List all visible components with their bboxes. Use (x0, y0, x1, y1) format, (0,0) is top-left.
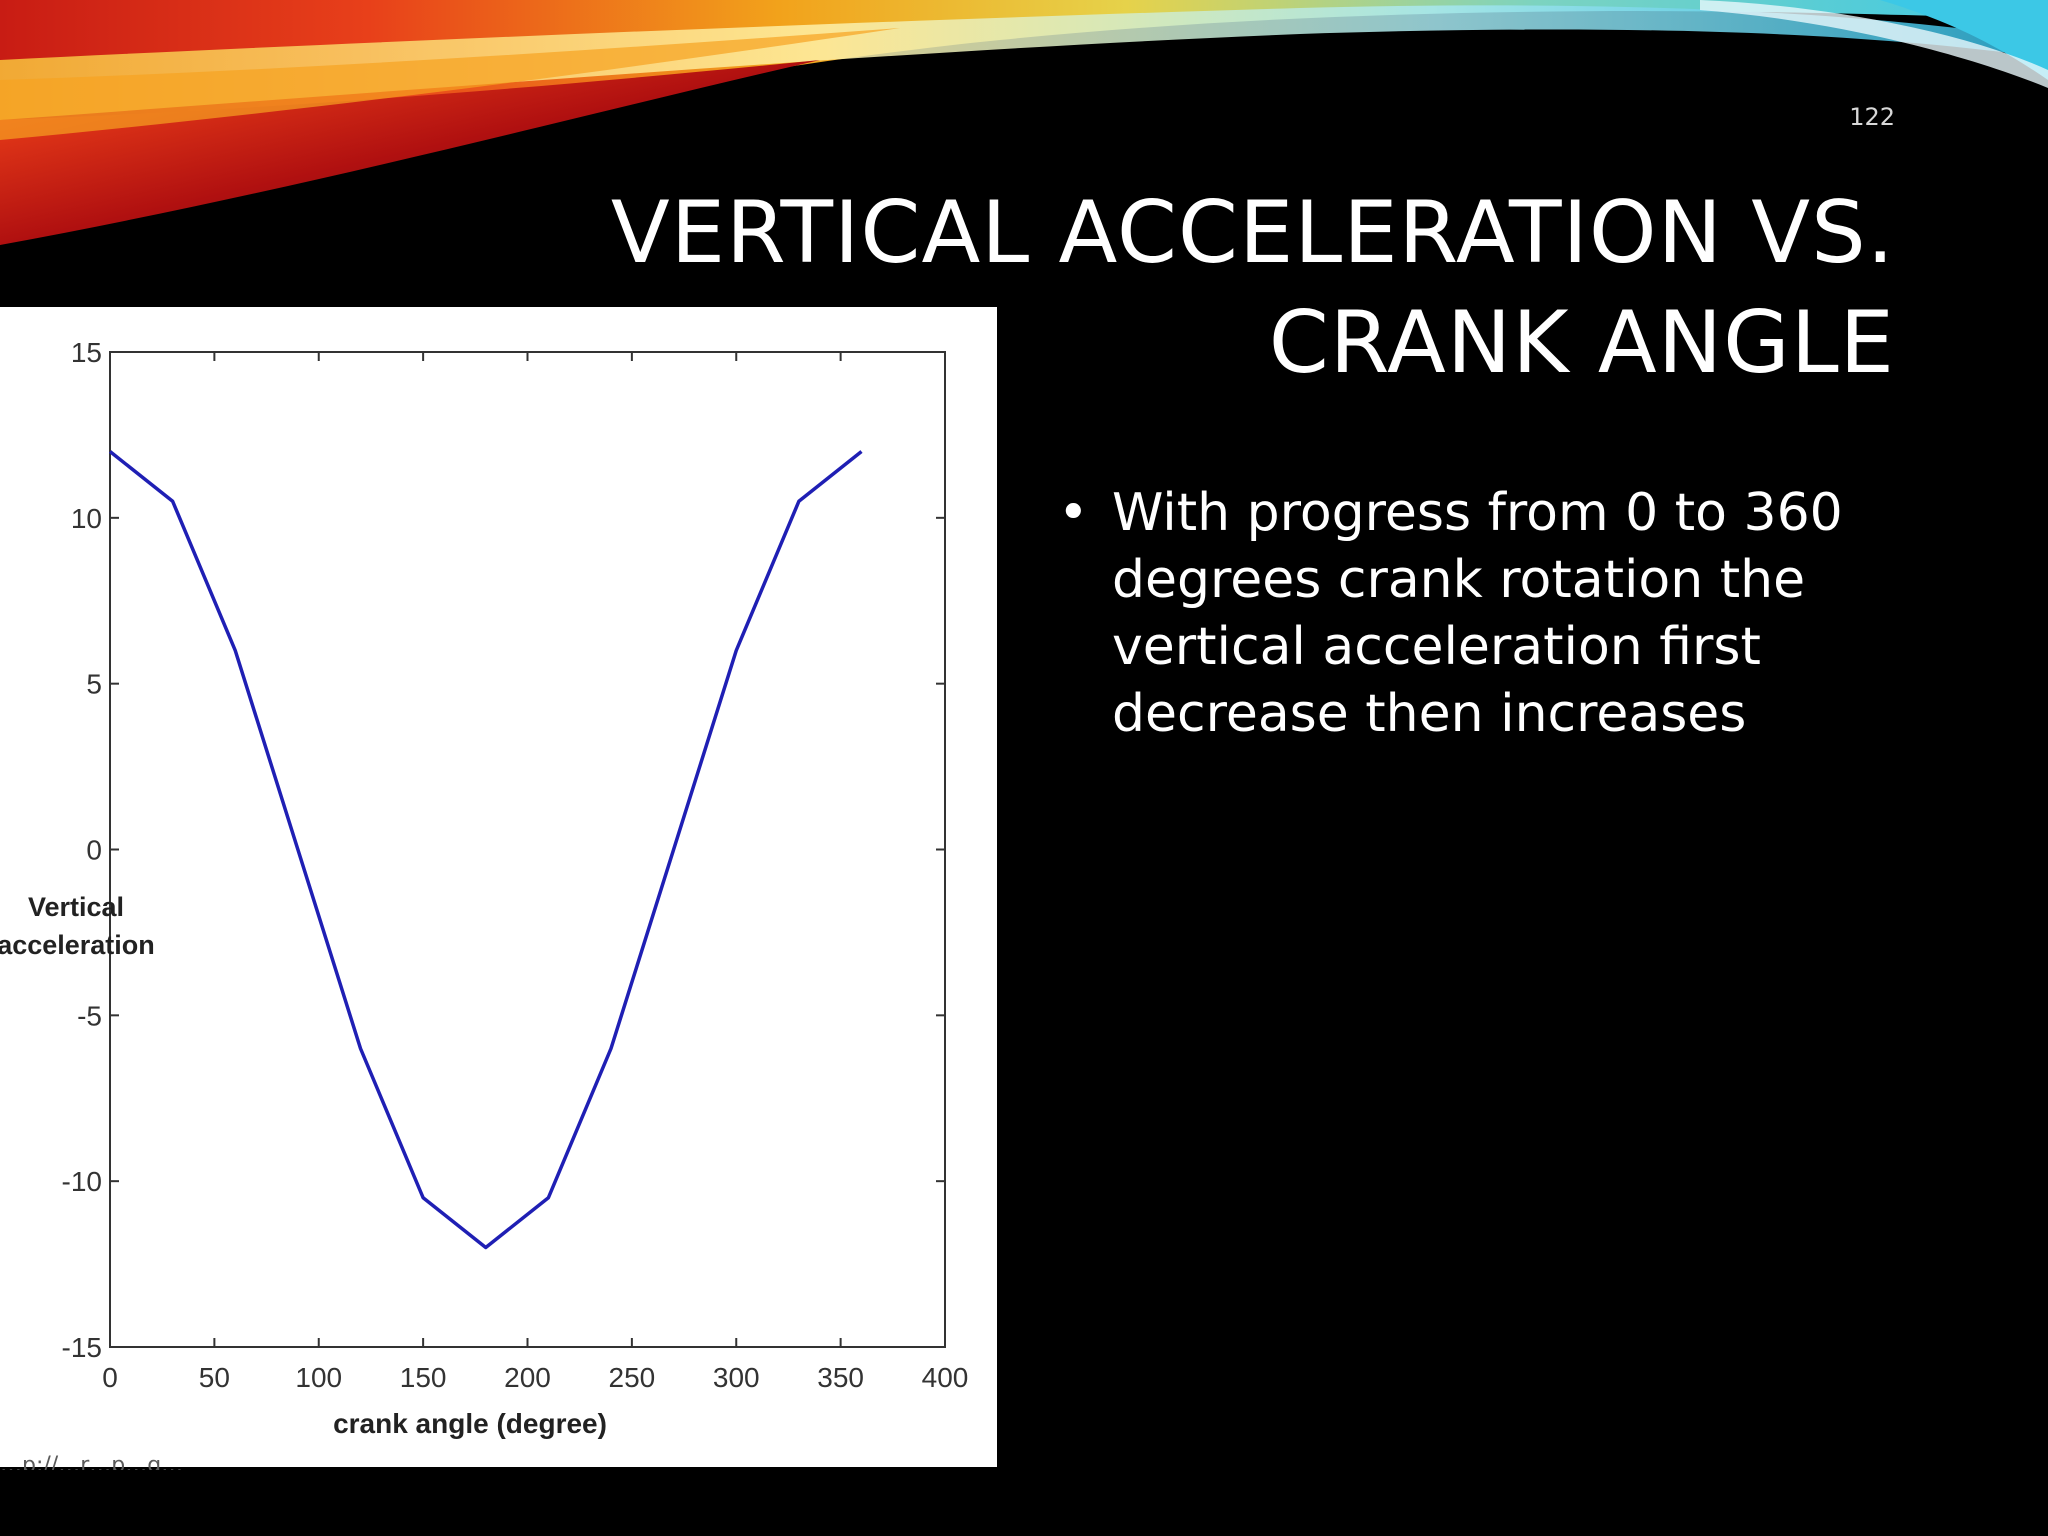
bullet-text: With progress from 0 to 360 degrees cran… (1112, 483, 1843, 744)
slide-title-line-1: VERTICAL ACCELERATION VS. (610, 183, 1895, 283)
series-line (108, 450, 863, 1250)
x-tick-label: 150 (400, 1362, 447, 1393)
x-tick-label: 0 (102, 1362, 118, 1393)
y-tick-label: 0 (86, 835, 102, 866)
x-tick-label: 100 (295, 1362, 342, 1393)
x-tick-label: 250 (609, 1362, 656, 1393)
decorative-ribbon-banner (0, 0, 2048, 245)
slide-title-line-2: CRANK ANGLE (1268, 293, 1895, 393)
slide-page-number: 122 (1849, 103, 1895, 131)
x-tick-label: 350 (817, 1362, 864, 1393)
x-tick-label: 200 (504, 1362, 551, 1393)
plot-frame (109, 351, 946, 1348)
slide-title: VERTICAL ACCELERATION VS. CRANK ANGLE (495, 178, 1895, 398)
y-tick-label: 10 (71, 503, 102, 534)
x-axis-label: crank angle (degree) (333, 1408, 607, 1439)
bullet-dot-icon: • (1058, 483, 1089, 543)
y-tick-label: -5 (77, 1000, 102, 1031)
bullet-item: • With progress from 0 to 360 degrees cr… (1058, 480, 1908, 748)
chart-axes (109, 351, 946, 1348)
y-tick-label: 5 (86, 669, 102, 700)
y-tick-label: 15 (71, 337, 102, 368)
y-axis-label-line-1: Vertical (28, 892, 124, 922)
bullet-list: • With progress from 0 to 360 degrees cr… (1058, 480, 1908, 748)
chart-ticks (109, 351, 946, 1348)
y-tick-label: -15 (62, 1332, 102, 1363)
source-note: …p://…r…p…g… (0, 1453, 184, 1470)
x-tick-label: 400 (922, 1362, 969, 1393)
chart-panel: 0 50 100 150 200 250 300 350 400 15 10 5 0 -5 -10 -15 c… (0, 307, 997, 1467)
x-tick-label: 50 (199, 1362, 230, 1393)
y-axis-label-line-2: acceleration (0, 930, 155, 960)
x-tick-label: 300 (713, 1362, 760, 1393)
chart-series (108, 450, 863, 1250)
y-tick-label: -10 (62, 1166, 102, 1197)
